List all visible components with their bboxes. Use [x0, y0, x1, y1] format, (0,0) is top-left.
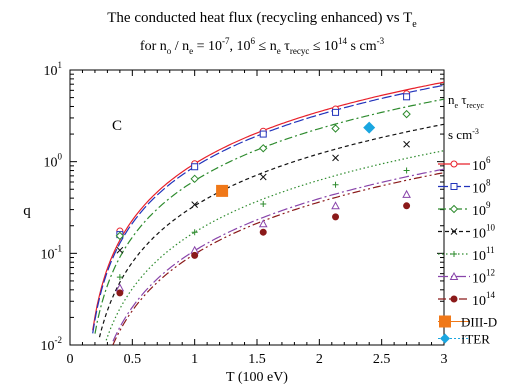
y-tick-label: 10-2: [41, 335, 63, 354]
data-point: [191, 229, 198, 236]
data-point: [259, 144, 268, 153]
chart-subtitle: for no / ne = 10-7, 106 ≤ ne τrecyc ≤ 10…: [140, 36, 385, 56]
data-point: [403, 140, 410, 148]
x-tick-label: 1: [191, 352, 198, 367]
data-point: [332, 181, 339, 188]
data-point: [332, 108, 340, 116]
legend-label: 106: [472, 155, 491, 174]
data-point: [191, 251, 199, 259]
data-point: [259, 173, 267, 181]
x-tick-label: 2.5: [373, 352, 391, 367]
data-point: [449, 204, 459, 214]
chart-title: The conducted heat flux (recycling enhan…: [107, 10, 417, 30]
legend-label: 108: [472, 178, 491, 197]
data-point: [403, 93, 411, 101]
series-line: [105, 150, 445, 341]
series-line: [98, 123, 445, 338]
data-point: [451, 251, 457, 257]
data-point: [332, 154, 339, 162]
data-point: [449, 271, 459, 280]
x-tick-label: 0: [67, 352, 74, 367]
series-line: [92, 84, 445, 334]
data-point: [191, 201, 199, 208]
data-point: [116, 274, 123, 281]
legend: ne τrecyc s cm-3 106 108 109 1010 1011 1012 10…: [438, 92, 497, 347]
data-point: [403, 167, 410, 174]
data-point: [403, 202, 411, 210]
y-axis-label: q: [23, 203, 31, 219]
y-tick-label: 100: [44, 152, 63, 171]
data-point: [331, 124, 340, 133]
data-point: [259, 228, 267, 236]
series-line: [92, 81, 445, 331]
y-tick-label: 101: [44, 60, 63, 79]
legend-label: 1014: [472, 290, 496, 309]
data-point: [258, 219, 268, 228]
data-point: [363, 121, 376, 134]
data-point: [331, 201, 340, 210]
data-point: [190, 174, 199, 184]
series-line: [112, 172, 445, 346]
legend-label: 1011: [472, 245, 495, 264]
series-curves: [92, 81, 445, 346]
x-tick-label: 1.5: [248, 352, 266, 367]
data-point: [450, 160, 458, 168]
data-point: [115, 231, 125, 241]
data-point: [450, 228, 458, 235]
data-point: [259, 130, 267, 138]
legend-label: 109: [472, 200, 491, 219]
panel-annotation: C: [112, 118, 122, 134]
series-markers: [115, 90, 411, 297]
data-point: [332, 213, 340, 221]
y-tick-label: 10-1: [41, 243, 63, 262]
series-line: [112, 168, 445, 342]
legend-label: 1010: [472, 223, 496, 242]
legend-label: ITER: [461, 332, 490, 347]
legend-label: 1012: [472, 268, 495, 287]
legend-label: DIII-D: [461, 315, 497, 330]
legend-units: s cm-3: [448, 127, 479, 142]
data-point: [402, 189, 411, 198]
data-point: [116, 246, 124, 254]
data-point: [440, 333, 450, 344]
data-point: [450, 295, 458, 303]
x-axis-label: T (100 eV): [226, 370, 288, 385]
data-point: [260, 201, 267, 208]
legend-header: ne τrecyc: [448, 92, 484, 110]
x-tick-label: 2: [316, 352, 323, 367]
axis-ticks: 0 0.5 1 1.5 2 2.5 3 10-2 10-1 100 101: [41, 60, 448, 367]
data-point: [191, 163, 199, 171]
x-tick-label: 0.5: [124, 352, 142, 367]
data-point: [116, 289, 124, 297]
data-point: [402, 109, 411, 119]
data-point: [216, 184, 229, 197]
series-line: [94, 98, 445, 334]
data-point: [450, 183, 458, 190]
x-tick-label: 3: [441, 352, 448, 367]
data-point: [439, 315, 451, 328]
